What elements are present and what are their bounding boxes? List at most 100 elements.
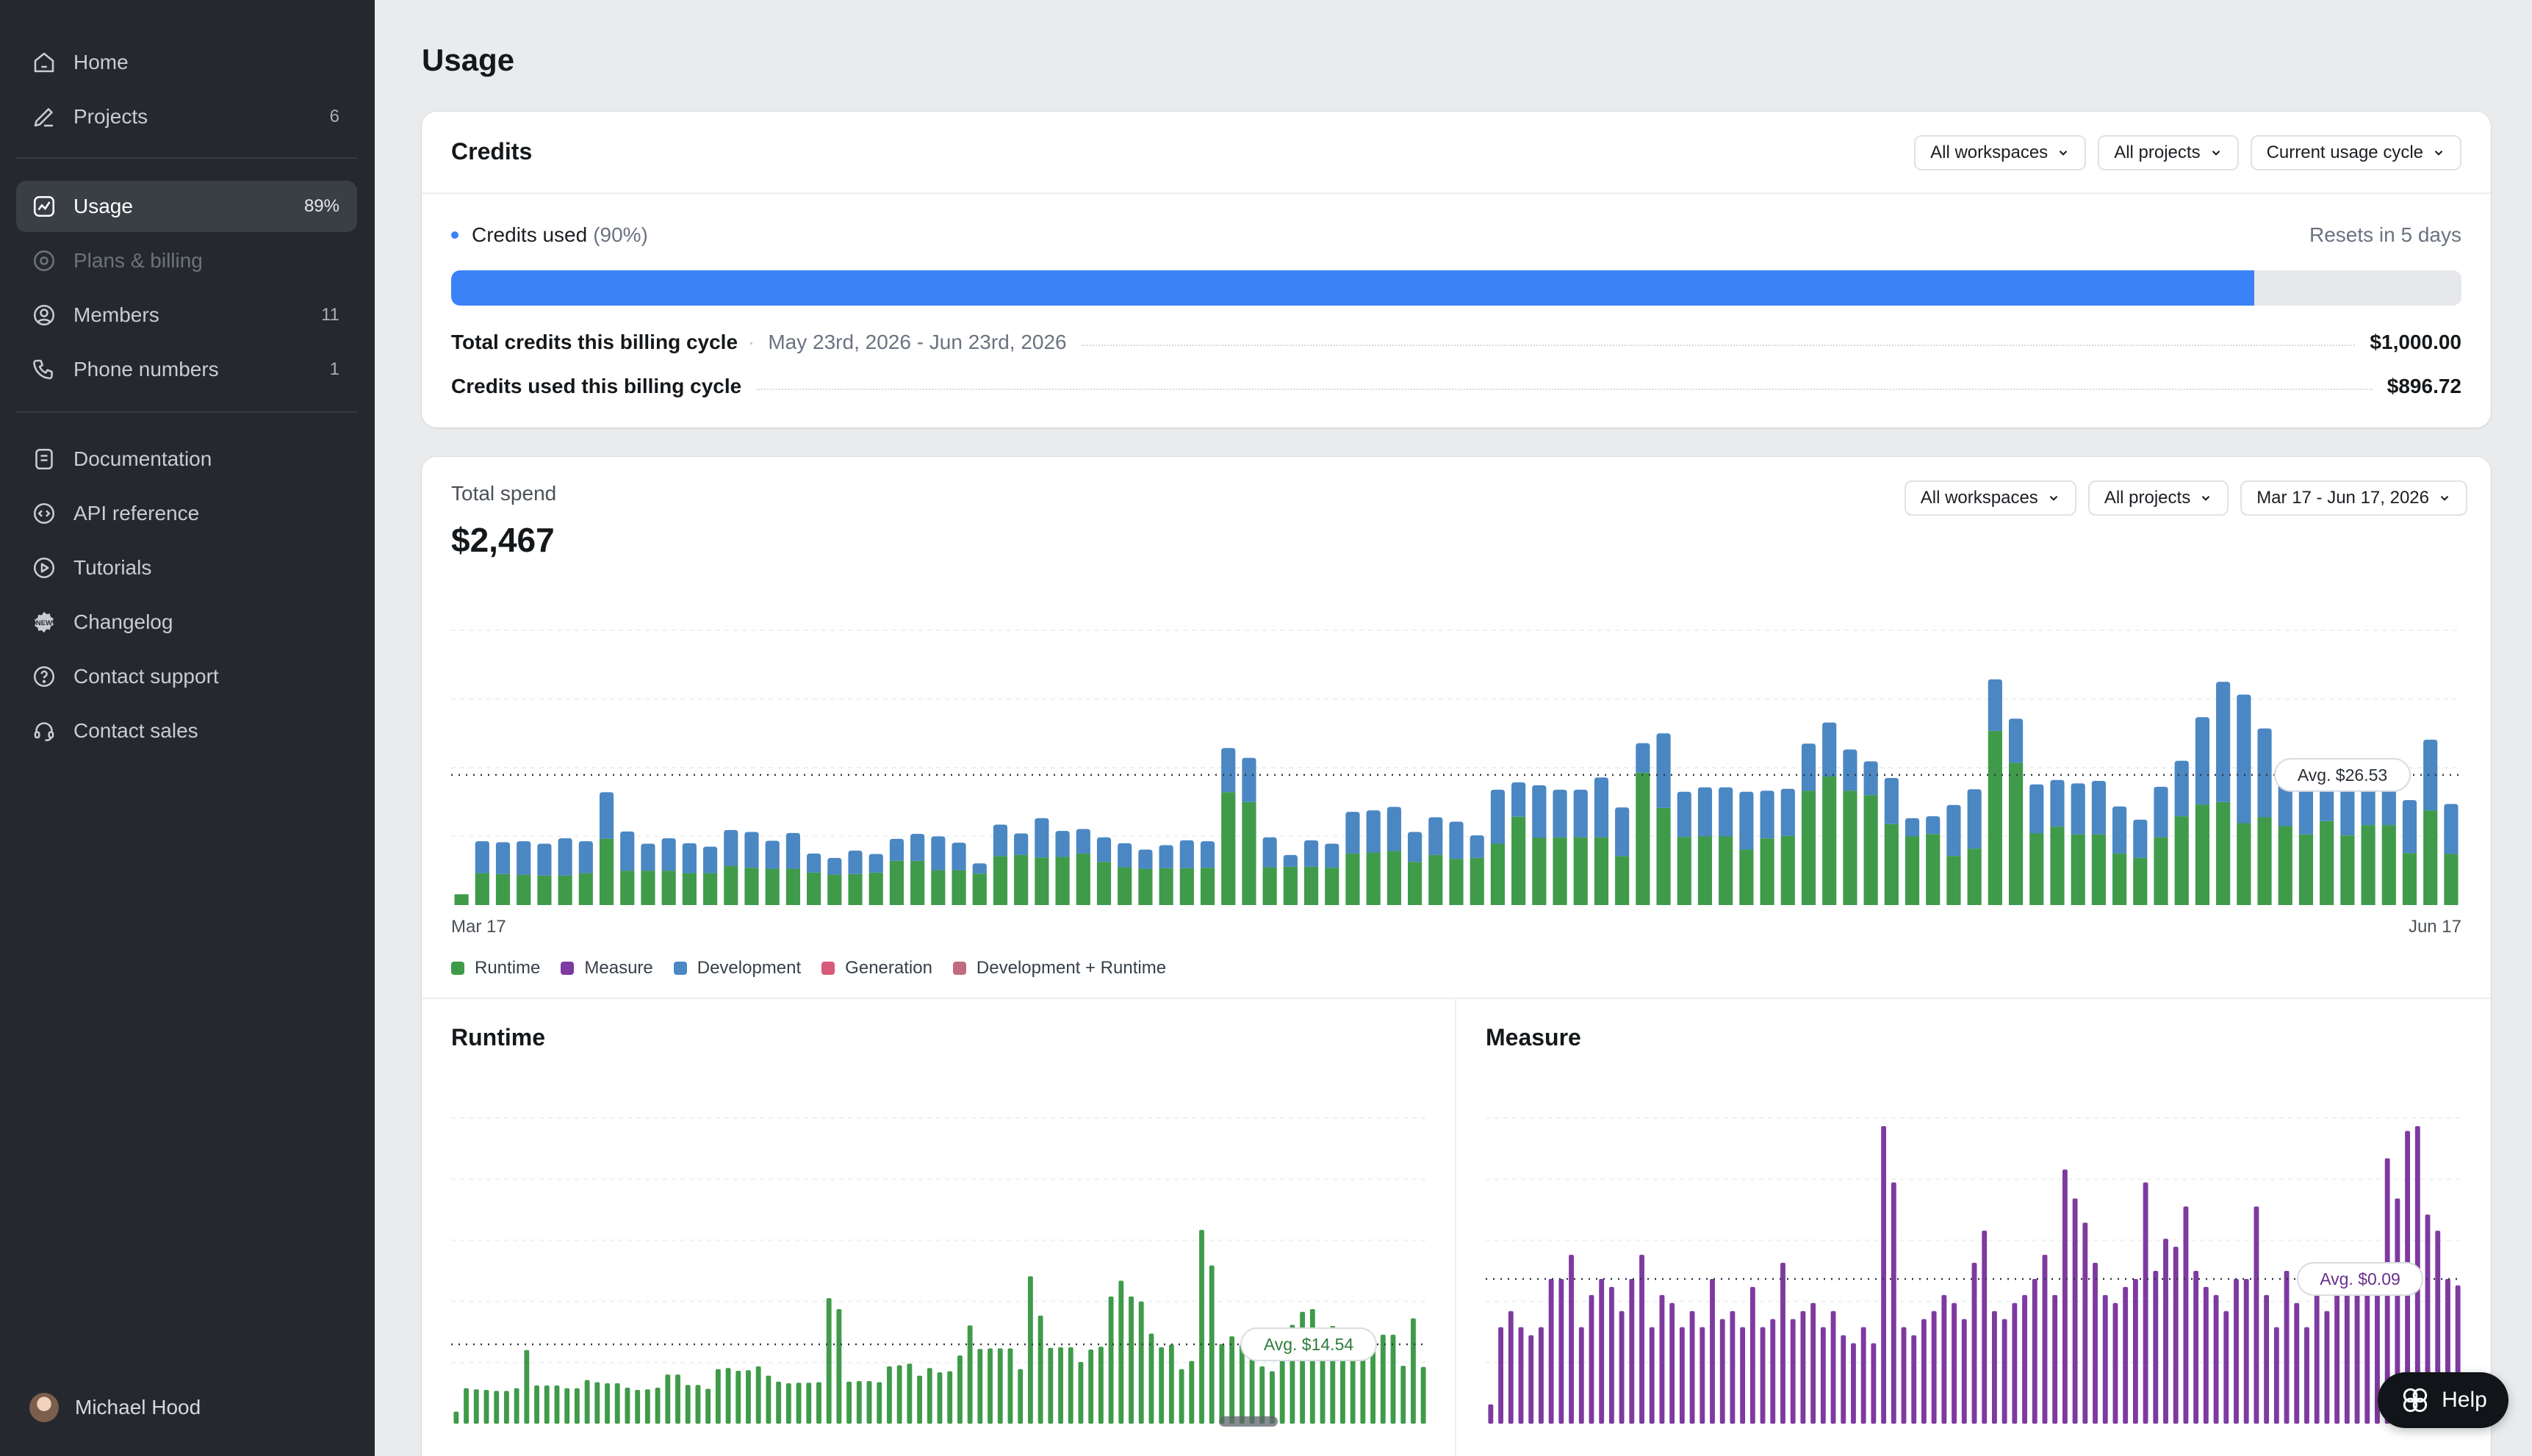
stacked-bar[interactable] [702,846,718,905]
bar[interactable] [2254,1206,2259,1424]
bar[interactable] [544,1385,550,1424]
bar[interactable] [2001,1319,2007,1424]
sidebar-item-contact-sales[interactable]: Contact sales [16,705,357,757]
stacked-bar[interactable] [785,832,800,905]
bar[interactable] [534,1385,539,1424]
stacked-bar[interactable] [1159,845,1173,905]
bar[interactable] [2213,1294,2219,1424]
bar[interactable] [2324,1311,2330,1424]
bar[interactable] [2304,1327,2309,1424]
bar[interactable] [1578,1327,1584,1424]
bar[interactable] [464,1388,469,1424]
stacked-bar[interactable] [558,838,572,905]
bar[interactable] [1730,1311,1736,1424]
bar[interactable] [494,1391,500,1424]
bar[interactable] [2163,1239,2168,1424]
bar[interactable] [1558,1278,1564,1424]
bar[interactable] [1790,1319,1796,1424]
stacked-bar[interactable] [827,857,842,905]
bar[interactable] [1129,1296,1134,1424]
bar[interactable] [1159,1347,1165,1424]
bar[interactable] [1780,1263,1785,1424]
stacked-bar[interactable] [1325,843,1339,905]
bar[interactable] [2395,1198,2400,1424]
bar[interactable] [746,1370,751,1424]
stacked-bar[interactable] [744,832,759,905]
date-range-filter[interactable]: Mar 17 - Jun 17, 2026 [2240,480,2467,516]
bar[interactable] [2052,1294,2058,1424]
bar[interactable] [1108,1296,1114,1424]
stacked-bar[interactable] [1905,818,1920,905]
bar[interactable] [937,1372,943,1424]
bar[interactable] [907,1363,913,1424]
bar[interactable] [503,1391,509,1424]
bar[interactable] [735,1370,741,1424]
stacked-bar[interactable] [2216,682,2231,905]
bar[interactable] [755,1366,761,1424]
bar[interactable] [2243,1278,2249,1424]
bar[interactable] [1420,1366,1426,1424]
bar[interactable] [1538,1327,1544,1424]
bar[interactable] [1891,1182,1896,1424]
sidebar-item-documentation[interactable]: Documentation [16,433,357,485]
stacked-bar[interactable] [2257,728,2272,905]
bar[interactable] [2153,1271,2159,1424]
stacked-bar[interactable] [993,824,1008,905]
bar[interactable] [1058,1347,1063,1424]
bar[interactable] [2042,1255,2048,1424]
bar[interactable] [1800,1311,1806,1424]
bar[interactable] [705,1388,711,1424]
bar[interactable] [806,1383,812,1424]
stacked-bar[interactable] [599,792,614,905]
stacked-bar[interactable] [1387,807,1401,905]
bar[interactable] [1871,1343,1877,1424]
bar[interactable] [988,1348,993,1424]
bar[interactable] [2203,1286,2209,1424]
stacked-bar[interactable] [910,834,925,905]
sidebar-item-projects[interactable]: Projects 6 [16,91,357,143]
stacked-bar[interactable] [2444,804,2459,905]
stacked-bar[interactable] [1863,761,1878,905]
bar[interactable] [1380,1334,1386,1424]
bar[interactable] [1488,1404,1494,1424]
bar[interactable] [1760,1327,1766,1424]
bar[interactable] [927,1368,932,1424]
stacked-bar[interactable] [1884,778,1899,905]
stacked-bar[interactable] [2029,784,2044,905]
bar[interactable] [1860,1327,1866,1424]
stacked-bar[interactable] [1014,833,1029,905]
bar[interactable] [2354,1285,2360,1424]
bar[interactable] [2183,1206,2189,1424]
stacked-bar[interactable] [1926,816,1941,905]
stacked-bar[interactable] [972,863,987,905]
bar[interactable] [2132,1278,2138,1424]
stacked-bar[interactable] [848,850,863,905]
bar[interactable] [725,1368,731,1424]
bar[interactable] [514,1388,519,1424]
bar[interactable] [856,1381,862,1424]
bar[interactable] [1911,1335,1917,1424]
bar[interactable] [1209,1265,1215,1424]
bar[interactable] [644,1389,650,1424]
bar[interactable] [967,1325,973,1424]
bar[interactable] [1991,1311,1997,1424]
bar[interactable] [866,1381,872,1424]
bar[interactable] [625,1387,630,1424]
scrub-handle[interactable] [1219,1416,1278,1427]
stacked-bar[interactable] [807,853,821,905]
bar[interactable] [1952,1302,1957,1424]
bar[interactable] [1820,1327,1826,1424]
bar[interactable] [1518,1327,1524,1424]
bar[interactable] [1199,1230,1204,1424]
bar[interactable] [2294,1302,2300,1424]
cycle-filter[interactable]: Current usage cycle [2250,135,2461,170]
bar[interactable] [1411,1318,1416,1424]
stacked-bar[interactable] [1739,791,1754,905]
bar[interactable] [2314,1278,2320,1424]
bar[interactable] [826,1298,832,1424]
stacked-bar[interactable] [620,831,635,905]
bar[interactable] [1881,1125,1887,1424]
bar[interactable] [957,1355,963,1424]
bar[interactable] [2173,1247,2179,1424]
bar[interactable] [1659,1294,1665,1424]
